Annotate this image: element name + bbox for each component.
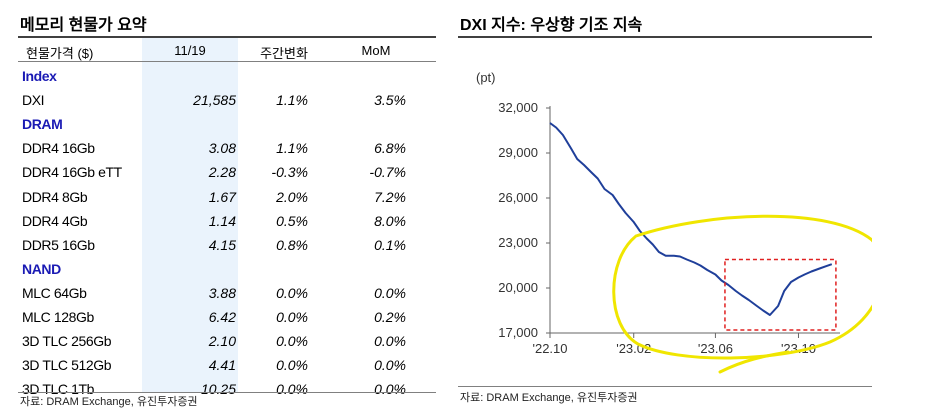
price-value: 2.28	[208, 164, 236, 181]
mom-change: 3.5%	[374, 92, 406, 109]
mom-change: 0.0%	[374, 381, 406, 398]
x-tick-label: '23.06	[698, 341, 733, 356]
weekly-change: 0.8%	[276, 236, 308, 253]
y-tick-label: 23,000	[498, 235, 538, 250]
price-value: 21,585	[193, 92, 236, 109]
table-row: DDR4 16Gb 3.08 1.1% 6.8%	[18, 136, 436, 160]
product-name: DDR4 16Gb eTT	[22, 164, 122, 181]
y-tick-label: 20,000	[498, 280, 538, 295]
product-name: DXI	[22, 92, 45, 109]
price-value: 4.15	[208, 236, 236, 253]
column-header-weekly: 주간변화	[260, 46, 308, 61]
table-row: DXI 21,585 1.1% 3.5%	[18, 88, 436, 112]
section-label-text: Index	[22, 68, 57, 84]
table-row: DDR4 8Gb 1.67 2.0% 7.2%	[18, 185, 436, 209]
price-value: 4.41	[208, 357, 236, 374]
mom-change: 0.1%	[374, 236, 406, 253]
product-name: DDR4 8Gb	[22, 188, 88, 205]
product-name: MLC 128Gb	[22, 309, 94, 325]
weekly-change: -0.3%	[271, 164, 308, 181]
product-name: 3D TLC 1Tb	[22, 381, 94, 398]
table-row: 3D TLC 256Gb 2.10 0.0% 0.0%	[18, 329, 436, 353]
product-name: MLC 64Gb	[22, 284, 87, 301]
table-row: MLC 128Gb 6.42 0.0% 0.2%	[18, 305, 436, 329]
spot-price-panel: 메모리 현물가 요약 현물가격 ($) 11/19 주간변화 MoM Index…	[18, 0, 436, 417]
price-value: 6.42	[208, 309, 236, 325]
table-header-rule	[18, 61, 436, 62]
column-header-name: 현물가격 ($)	[26, 46, 94, 61]
dxi-series-line	[549, 122, 833, 316]
product-name: DDR4 4Gb	[22, 212, 88, 229]
product-name: 3D TLC 512Gb	[22, 357, 112, 374]
mom-change: 6.8%	[374, 140, 406, 157]
table-top-rule	[18, 36, 436, 38]
column-header-mom: MoM	[361, 43, 391, 58]
section-label-text: NAND	[22, 260, 61, 277]
y-tick-label: 32,000	[498, 100, 538, 115]
table-row: 3D TLC 512Gb 4.41 0.0% 0.0%	[18, 353, 436, 377]
mom-change: 0.0%	[374, 333, 406, 350]
x-tick-label: '22.10	[532, 341, 567, 356]
weekly-change: 0.0%	[276, 357, 308, 374]
chart-bottom-rule	[458, 386, 872, 387]
table-source-note: 자료: DRAM Exchange, 유진투자증권	[20, 396, 198, 408]
table-row: DDR5 16Gb 4.15 0.8% 0.1%	[18, 233, 436, 257]
weekly-change: 2.0%	[276, 188, 308, 205]
chart-top-rule	[458, 36, 872, 38]
highlight-circle-annotation	[612, 214, 872, 360]
weekly-change: 0.0%	[276, 333, 308, 350]
weekly-change: 0.0%	[276, 309, 308, 325]
panel-title: 메모리 현물가 요약	[20, 17, 147, 34]
current-price-column-highlight	[142, 38, 238, 393]
price-value: 10.25	[200, 381, 236, 398]
section-label-text: DRAM	[22, 116, 63, 133]
price-value: 1.67	[208, 188, 236, 205]
product-name: DDR4 16Gb	[22, 140, 95, 157]
dxi-line-chart: (pt) 17,000 20,000 23,000 26,000 29,000 32,000…	[476, 70, 872, 374]
product-name: 3D TLC 256Gb	[22, 333, 112, 350]
mom-change: 8.0%	[374, 212, 406, 229]
product-name: DDR5 16Gb	[22, 236, 95, 253]
y-tick-label: 17,000	[498, 325, 538, 340]
section-label-dram: DRAM	[18, 112, 436, 136]
weekly-change: 1.1%	[276, 140, 308, 157]
mom-change: 0.2%	[374, 309, 406, 325]
chart-title: DXI 지수: 우상향 기조 지속	[460, 17, 643, 34]
chart-source-note: 자료: DRAM Exchange, 유진투자증권	[460, 392, 638, 404]
price-value: 2.10	[208, 333, 236, 350]
weekly-change: 0.0%	[276, 284, 308, 301]
section-label-nand: NAND	[18, 257, 436, 281]
weekly-change: 1.1%	[276, 92, 308, 109]
table-header: 현물가격 ($) 11/19 주간변화 MoM	[18, 38, 436, 61]
table-row: 3D TLC 1Tb 10.25 0.0% 0.0%	[18, 377, 436, 401]
column-header-price: 11/19	[174, 43, 206, 58]
weekly-change: 0.0%	[276, 381, 308, 398]
dxi-chart-panel: DXI 지수: 우상향 기조 지속 (pt) 17,000 20,000 23,000…	[458, 0, 872, 417]
section-label-index: Index	[18, 64, 436, 88]
weekly-change: 0.5%	[276, 212, 308, 229]
y-tick-label: 29,000	[498, 145, 538, 160]
mom-change: 0.0%	[374, 284, 406, 301]
price-value: 3.08	[208, 140, 236, 157]
y-tick-label: 26,000	[498, 190, 538, 205]
table-row: DDR4 16Gb eTT 2.28 -0.3% -0.7%	[18, 160, 436, 184]
mom-change: -0.7%	[369, 164, 406, 181]
highlight-circle-tail	[718, 350, 790, 374]
y-axis-unit-label: (pt)	[476, 70, 496, 85]
price-value: 1.14	[208, 212, 236, 229]
mom-change: 7.2%	[374, 188, 406, 205]
table-bottom-rule	[18, 392, 436, 393]
mom-change: 0.0%	[374, 357, 406, 374]
table-row: DDR4 4Gb 1.14 0.5% 8.0%	[18, 209, 436, 233]
price-value: 3.88	[208, 284, 236, 301]
table-row: MLC 64Gb 3.88 0.0% 0.0%	[18, 281, 436, 305]
